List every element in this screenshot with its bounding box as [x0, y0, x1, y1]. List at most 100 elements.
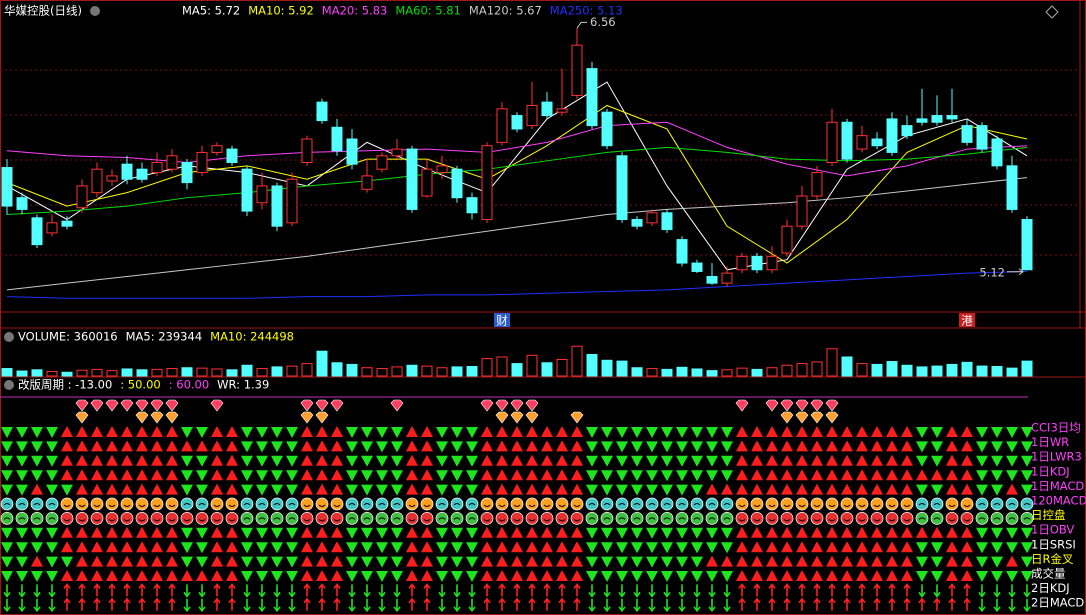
settings-icon[interactable]	[1045, 5, 1059, 19]
signal-triangle	[361, 484, 373, 496]
signal-triangle	[1021, 427, 1033, 438]
signal-triangle	[526, 555, 538, 567]
signal-triangle	[901, 541, 913, 553]
signal-label: 日控盘	[1031, 508, 1066, 522]
signal-triangle	[811, 440, 823, 452]
max-label: 6.56	[590, 15, 616, 29]
signal-triangle	[946, 570, 958, 581]
signal-label: 日R金叉	[1031, 552, 1074, 566]
gem-icon	[150, 411, 164, 424]
signal-face	[540, 512, 554, 525]
signal-triangle	[1, 427, 13, 438]
signal-triangle	[1, 484, 13, 496]
header-text: MA10: 5.92	[248, 4, 314, 18]
signal-face-mark	[513, 504, 521, 507]
signal-triangle	[976, 441, 988, 453]
signal-triangle	[91, 483, 103, 495]
signal-arrow	[588, 584, 596, 598]
candle-body	[901, 125, 913, 137]
menu-icon[interactable]	[90, 6, 100, 16]
signal-triangle	[241, 571, 253, 582]
signal-arrow	[528, 583, 536, 597]
annotation-pointer	[1007, 268, 1024, 276]
signal-triangle	[811, 426, 823, 437]
signal-triangle	[106, 440, 118, 452]
signal-arrow	[423, 597, 431, 611]
signal-face-mark	[858, 504, 866, 507]
signal-face	[480, 512, 494, 525]
signal-face-mark	[528, 519, 536, 522]
signal-face	[750, 497, 764, 511]
signal-arrow	[363, 598, 371, 613]
signal-triangle	[706, 483, 718, 495]
signal-triangle	[931, 526, 943, 538]
candle-body	[1, 167, 13, 207]
gem-icon	[330, 399, 344, 412]
header-text: MA60: 5.81	[395, 4, 461, 18]
signal-triangle	[826, 454, 838, 466]
signal-triangle	[271, 556, 283, 568]
signal-arrow	[63, 597, 71, 611]
signal-arrow	[723, 584, 731, 598]
gem-icon	[210, 399, 224, 412]
signal-triangle	[796, 570, 808, 581]
volume-bar	[976, 365, 988, 377]
signal-triangle	[946, 555, 958, 567]
signal-arrow	[288, 598, 296, 613]
signal-arrow	[198, 598, 206, 613]
signal-face-mark	[588, 503, 596, 506]
signal-triangle	[16, 470, 28, 482]
signal-face-mark	[483, 519, 491, 522]
menu-icon[interactable]	[4, 332, 14, 342]
signal-triangle	[571, 483, 583, 495]
volume-bar	[331, 362, 343, 377]
signal-triangle	[856, 483, 868, 495]
signal-triangle	[631, 542, 643, 554]
volume-bar	[631, 367, 643, 377]
signal-face-mark	[813, 504, 821, 507]
signal-triangle	[826, 555, 838, 567]
signal-triangle	[796, 483, 808, 495]
signal-triangle	[916, 542, 928, 554]
signal-triangle	[916, 455, 928, 467]
signal-face	[495, 497, 509, 511]
signal-triangle	[481, 541, 493, 553]
signal-face-mark	[993, 517, 1001, 520]
signal-triangle	[226, 526, 238, 538]
volume-bar	[991, 365, 1003, 377]
signal-triangle	[256, 542, 268, 554]
signal-triangle	[706, 571, 718, 582]
candle-body	[661, 212, 673, 231]
signal-triangle	[691, 542, 703, 554]
volume-bar	[811, 361, 823, 377]
signal-triangle	[211, 541, 223, 553]
signal-triangle	[781, 570, 793, 581]
menu-icon[interactable]	[4, 380, 14, 390]
signal-triangle	[226, 469, 238, 481]
signal-face-mark	[933, 517, 941, 520]
signal-triangle	[886, 570, 898, 581]
candle-body	[991, 138, 1003, 167]
signal-arrow	[993, 584, 1001, 598]
signal-triangle	[601, 542, 613, 554]
signal-triangle	[361, 470, 373, 482]
signal-face-mark	[1008, 503, 1016, 506]
signal-triangle	[376, 556, 388, 568]
signal-triangle	[976, 455, 988, 467]
volume-bar	[481, 358, 493, 377]
signal-triangle	[451, 527, 463, 539]
gem-icon	[570, 411, 584, 424]
signal-triangle	[736, 454, 748, 466]
signal-triangle	[256, 571, 268, 582]
signal-triangle	[616, 470, 628, 482]
signal-triangle	[136, 555, 148, 567]
signal-triangle	[751, 570, 763, 581]
signal-triangle	[466, 542, 478, 554]
candle-body	[751, 255, 763, 271]
signal-arrow	[648, 598, 656, 613]
signal-triangle	[931, 556, 943, 568]
signal-triangle	[136, 440, 148, 452]
signal-arrow	[198, 584, 206, 598]
gem-icon	[390, 399, 404, 412]
signal-triangle	[976, 484, 988, 496]
